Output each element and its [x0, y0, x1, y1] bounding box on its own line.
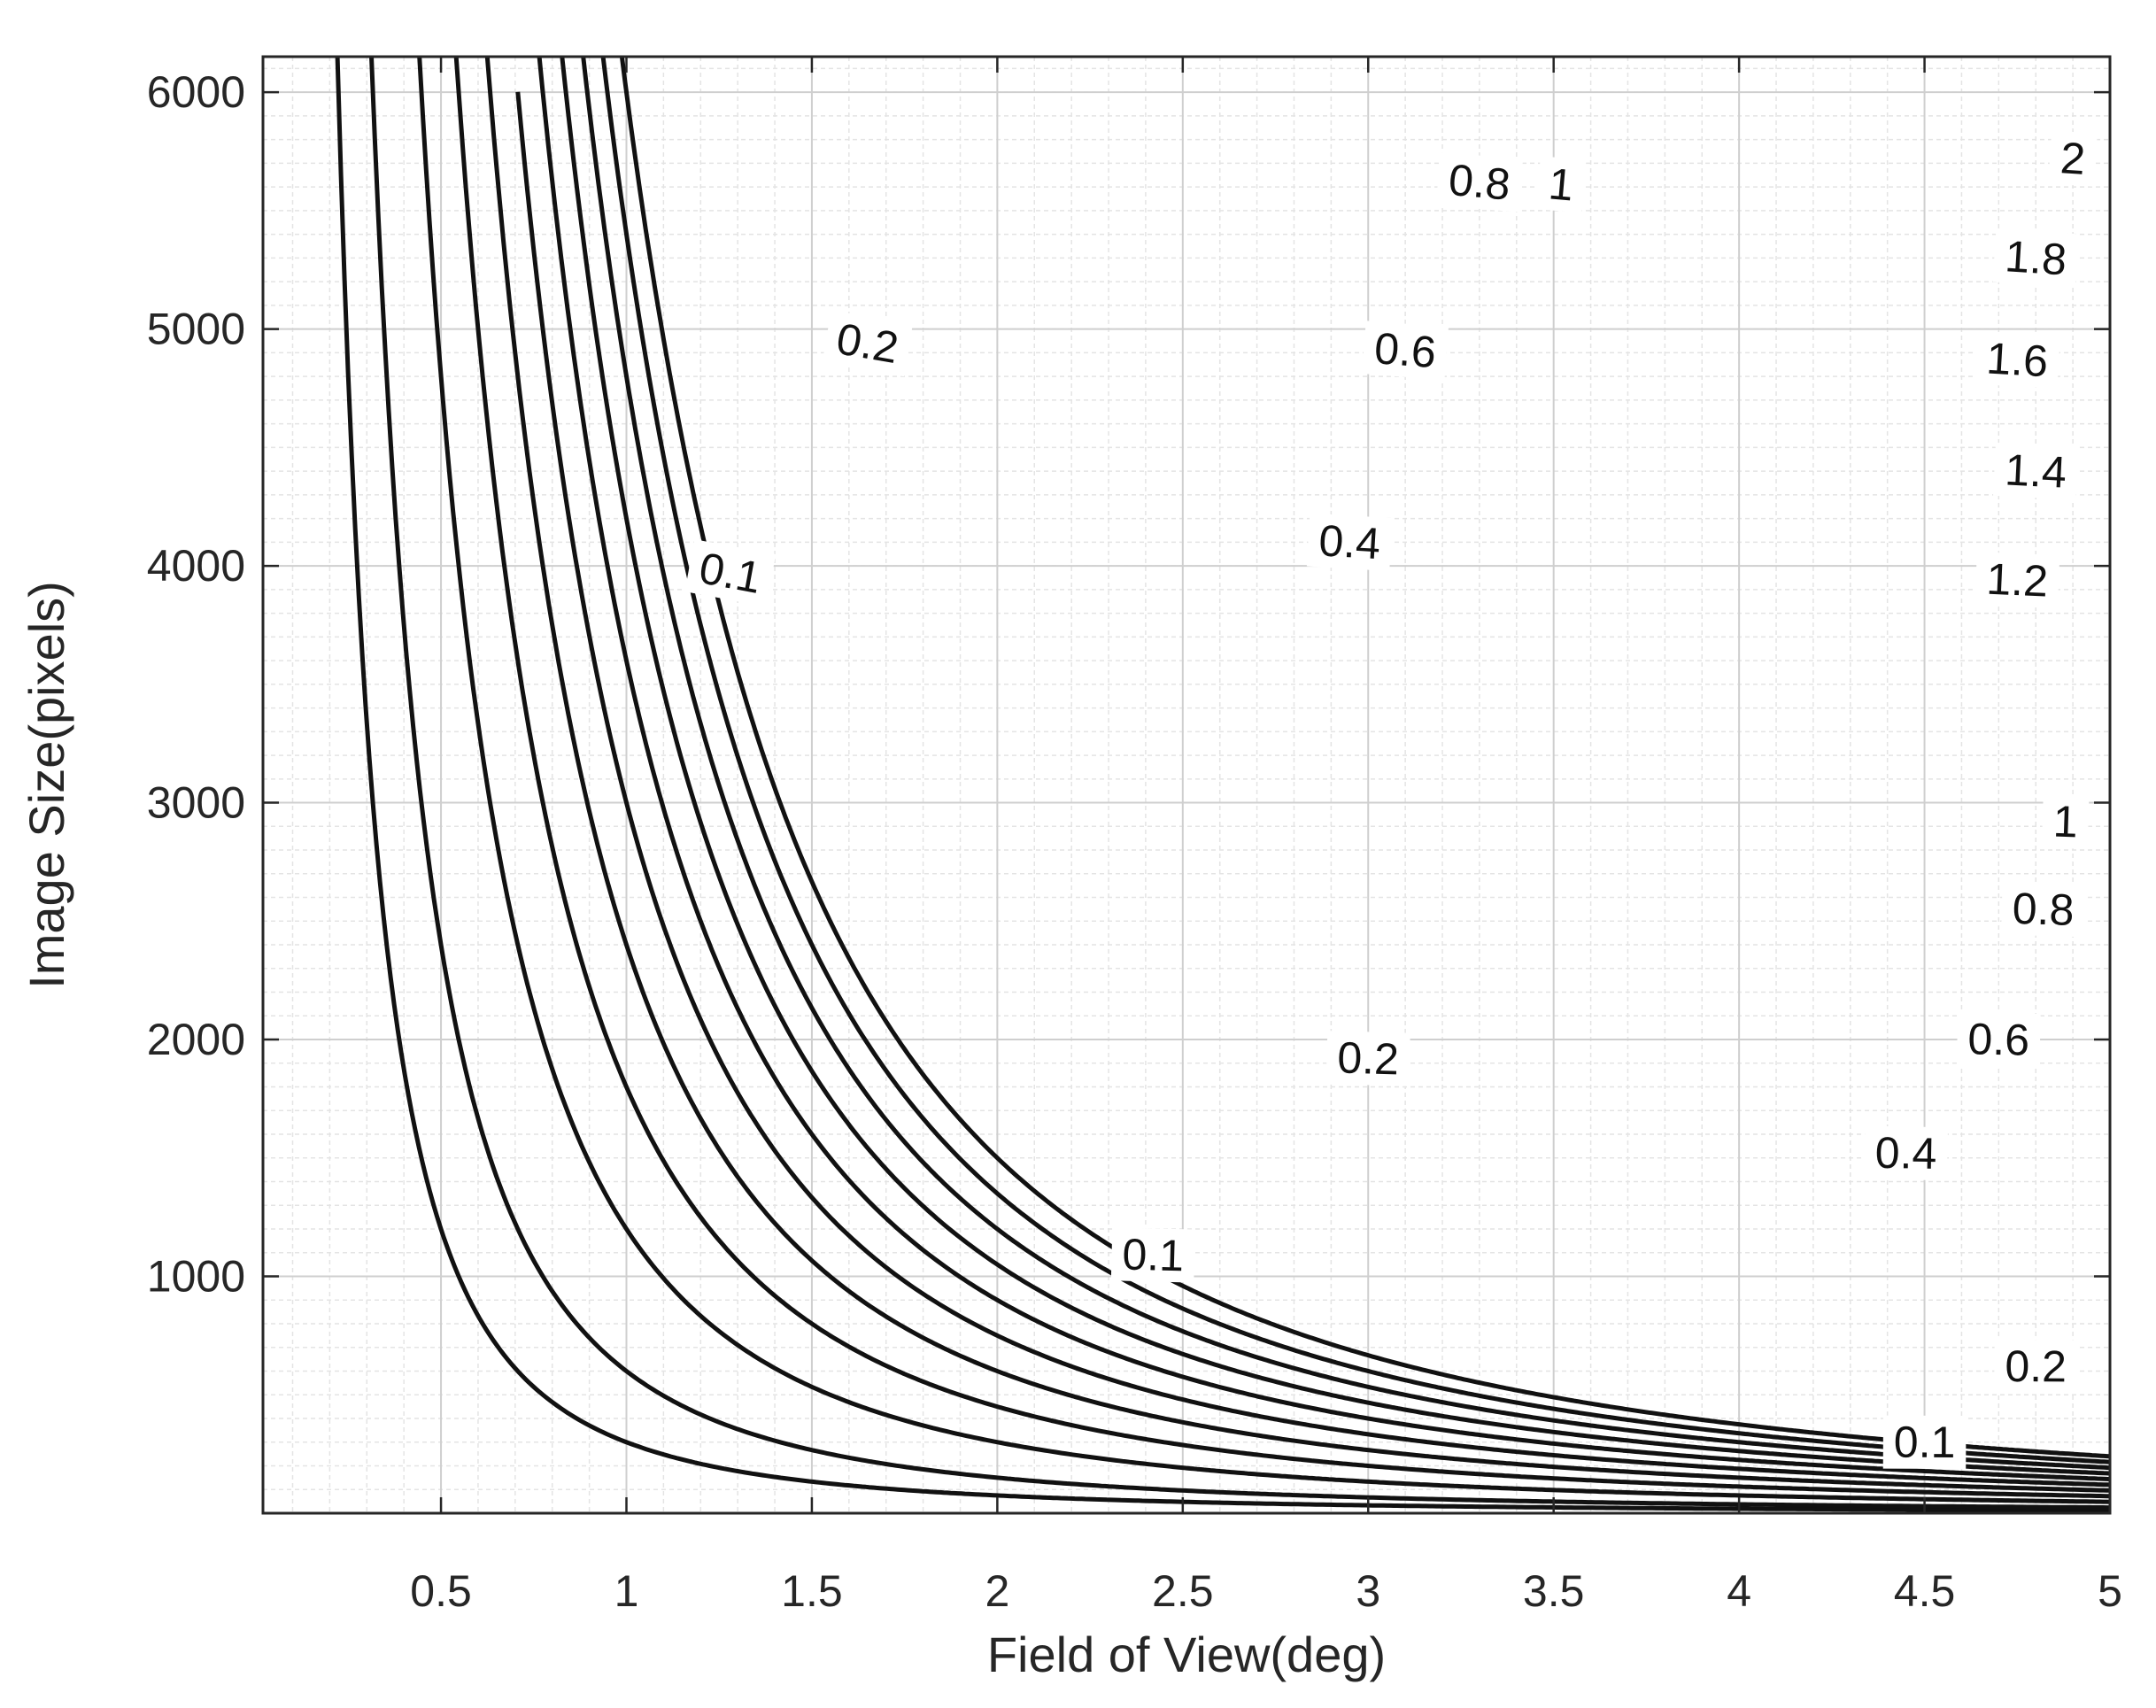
contour-label: 2	[2059, 133, 2086, 184]
contour-label-gap	[1974, 330, 2060, 390]
x-tick-label: 5	[2098, 1566, 2122, 1616]
contour-label-gap	[2041, 794, 2090, 849]
plot-frame	[261, 55, 2112, 1515]
contour-label: 0.1	[696, 543, 765, 603]
major-grid	[263, 57, 2111, 1513]
contour-label: 1.2	[1985, 554, 2049, 607]
contour-label-gap	[1993, 442, 2079, 500]
contour-label-gap	[1435, 151, 1524, 213]
contour-line	[417, 56, 2111, 1504]
contour-label: 0.8	[1447, 155, 1512, 210]
y-tick-labels: 1000 2000 3000 4000 5000 6000	[147, 67, 245, 1301]
contour-label: 0.2	[2005, 1341, 2067, 1391]
contour-line	[515, 91, 2111, 1488]
contour-label-gap	[1994, 1339, 2078, 1394]
tick-marks	[263, 57, 2112, 1513]
contour-label: 0.4	[1874, 1128, 1936, 1179]
contour-lines	[335, 56, 2111, 1513]
contour-line	[560, 56, 2111, 1476]
y-tick-label: 1000	[147, 1252, 245, 1302]
x-tick-labels: 0.5 1 1.5 2 2.5 3 3.5 4 4.5 5	[410, 1566, 2122, 1616]
contour-label: 0.4	[1318, 515, 1382, 568]
contour-line	[619, 56, 2111, 1459]
contour-label: 0.1	[1894, 1418, 1956, 1467]
contour-label-gap	[1992, 228, 2079, 288]
contour-label-gap	[2001, 881, 2086, 938]
x-axis-title: Field of View(deg)	[987, 1627, 1386, 1682]
y-tick-label: 6000	[147, 67, 245, 117]
contour-line	[581, 56, 2111, 1471]
y-tick-label: 4000	[147, 541, 245, 591]
contour-line	[335, 56, 2110, 1513]
y-tick-label: 3000	[147, 778, 245, 828]
contour-label: 0.6	[1372, 323, 1438, 377]
y-tick-label: 2000	[147, 1015, 245, 1064]
x-tick-label: 4	[1727, 1566, 1751, 1616]
contour-labels: 0.1 0.1 0.1 0.2 0.2 0.2 0.4 0.4 0.6 0.6 0.8 0.8 1 1 1.…	[684, 130, 2098, 1469]
contour-label: 0.8	[2012, 884, 2075, 935]
contour-label: 1.6	[1985, 333, 2050, 386]
y-tick-label: 5000	[147, 305, 245, 354]
contour-line	[484, 56, 2111, 1493]
contour-label-gap	[1110, 1227, 1195, 1283]
contour-label: 0.6	[1967, 1014, 2030, 1065]
contour-line	[369, 56, 2110, 1511]
contour-label-gap	[1306, 513, 1393, 572]
contour-label: 1	[2052, 797, 2079, 847]
x-tick-label: 2	[985, 1566, 1009, 1616]
x-tick-label: 2.5	[1152, 1566, 1214, 1616]
contour-label-gap	[684, 539, 777, 607]
contour-label: 1.4	[2004, 444, 2067, 497]
contour-line	[537, 56, 2111, 1481]
y-axis-title: Image Size(pixels)	[19, 581, 74, 989]
contour-label-gap	[1325, 1031, 1410, 1086]
contour-label-gap	[1882, 1415, 1967, 1469]
contour-label: 0.1	[1122, 1229, 1185, 1280]
x-tick-label: 0.5	[410, 1566, 472, 1616]
contour-label-gap	[1974, 552, 2060, 609]
x-tick-label: 1.5	[781, 1566, 843, 1616]
x-tick-label: 1	[614, 1566, 639, 1616]
x-tick-label: 4.5	[1894, 1566, 1956, 1616]
x-tick-label: 3.5	[1523, 1566, 1585, 1616]
contour-line	[600, 56, 2111, 1465]
contour-label: 0.2	[833, 313, 902, 373]
contour-label-gap	[2048, 130, 2098, 187]
contour-label-gap	[1864, 1125, 1948, 1181]
contour-label-gap	[1362, 321, 1449, 381]
contour-label: 0.2	[1337, 1032, 1400, 1084]
contour-label-gap	[822, 310, 913, 377]
contour-label: 1	[1547, 158, 1576, 210]
contour-label-gap	[1535, 156, 1587, 213]
contour-label: 1.8	[2004, 231, 2068, 284]
contour-line	[453, 56, 2110, 1499]
x-tick-label: 3	[1356, 1566, 1380, 1616]
contour-label-gap	[1956, 1011, 2041, 1068]
